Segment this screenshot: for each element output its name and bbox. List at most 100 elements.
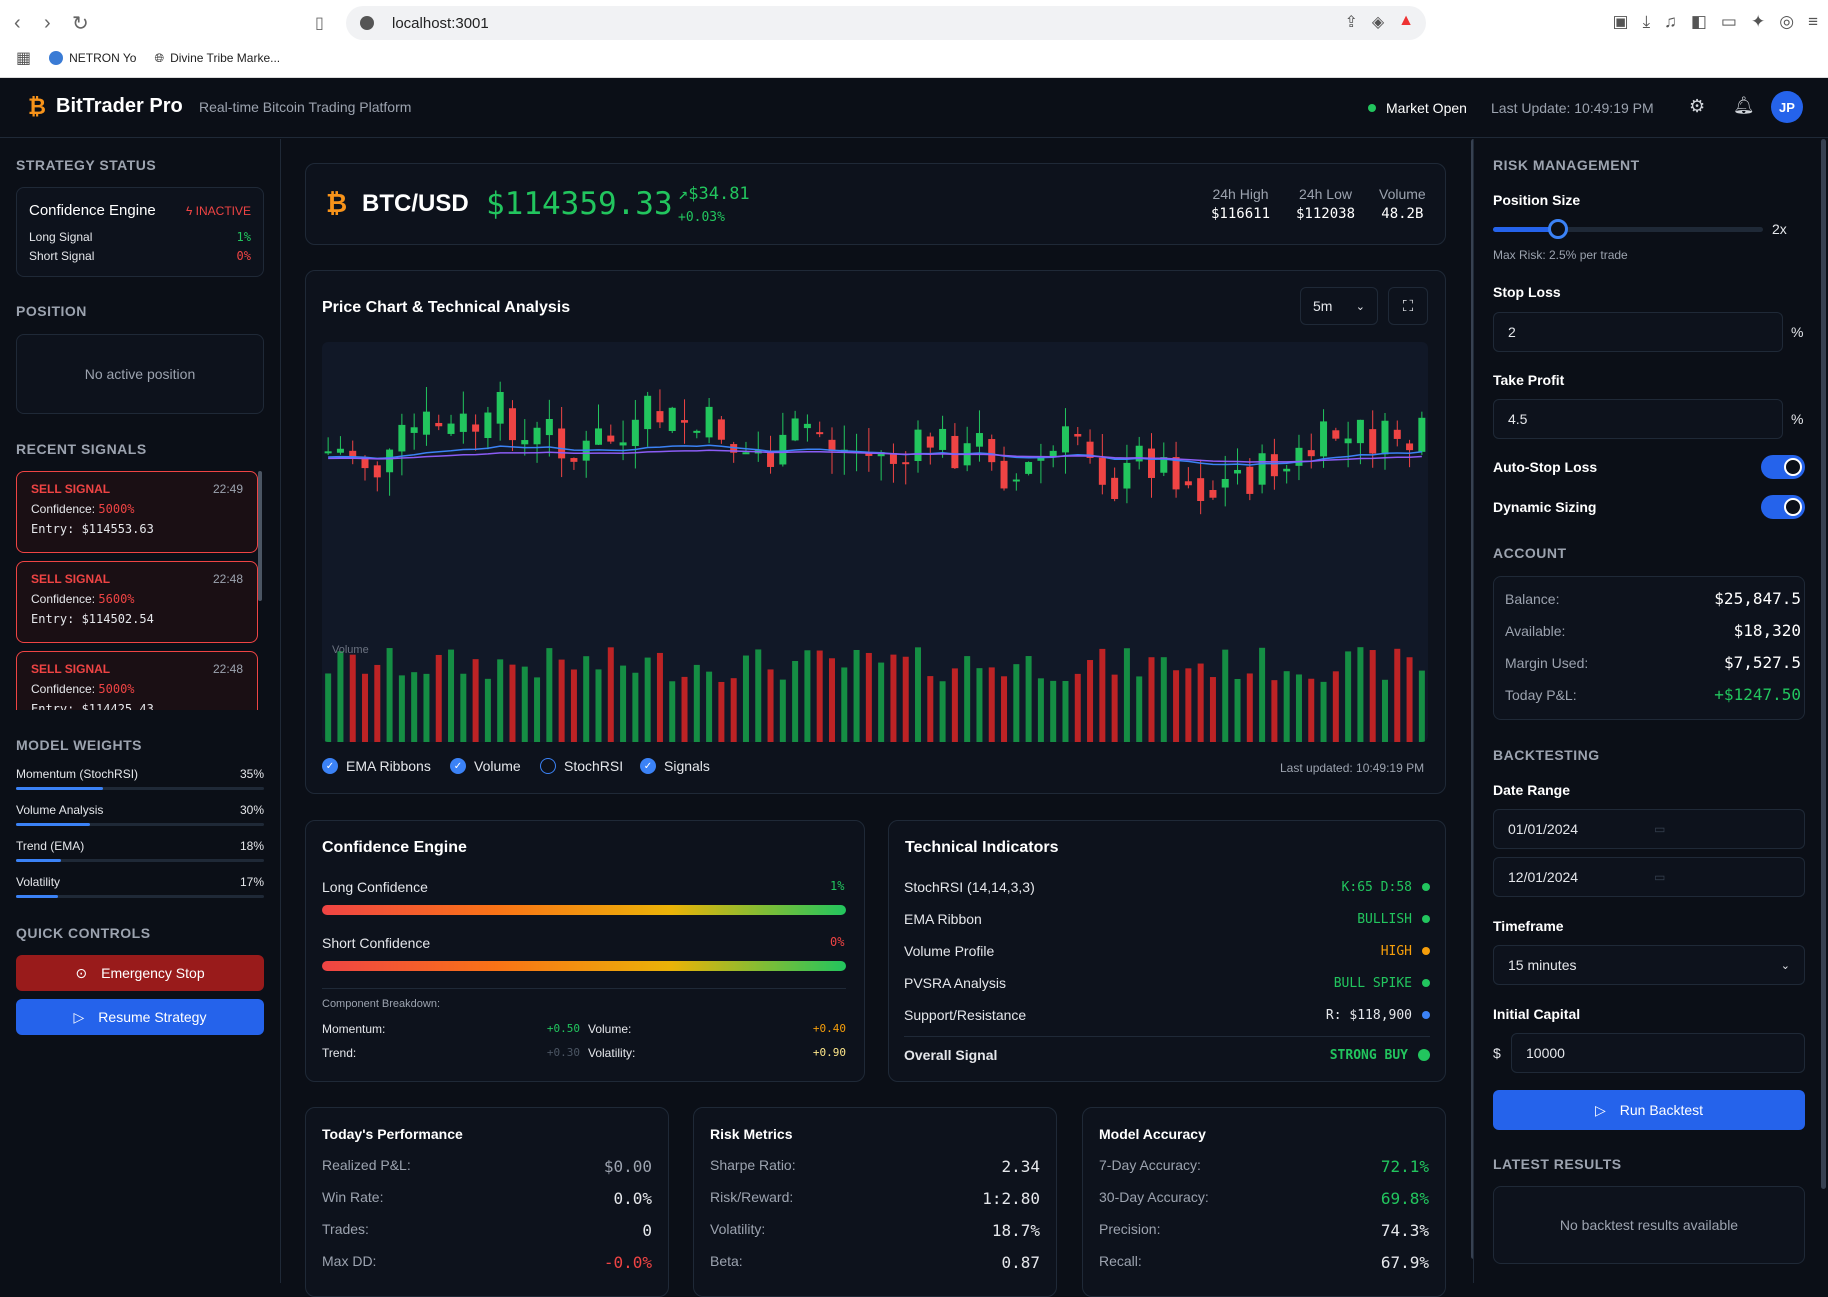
toggle-signals[interactable]: ✓ Signals [640, 758, 710, 774]
candle [668, 407, 676, 431]
bookmark-divine-tribe[interactable]: 🌐︎ Divine Tribe Marke... [154, 50, 281, 66]
short-signal-label: Short Signal [29, 249, 95, 263]
checkbox-icon[interactable]: ✓ [450, 758, 466, 774]
browser-chrome: ‹ › ↻ ▯ localhost:3001 ⇪ ◈ ▲ ▣ ⤓ ♫ ◧ ▭ ✦ ◎… [0, 0, 1828, 78]
volume-bar [1369, 650, 1376, 742]
bell-icon[interactable]: 🔔︎ [1733, 96, 1755, 115]
resume-strategy-button[interactable]: ▷ Resume Strategy [16, 999, 264, 1035]
avatar[interactable]: JP [1771, 91, 1803, 123]
volume-bar [1357, 647, 1364, 742]
perf-realized-pnl: Realized P&L: $0.00 [322, 1157, 652, 1176]
signal-item[interactable]: SELL SIGNAL 22:48 Confidence: 5000% Entry… [16, 651, 258, 710]
candle [410, 427, 418, 433]
volume-bar [1136, 676, 1143, 742]
signal-item[interactable]: SELL SIGNAL 22:48 Confidence: 5600% Entry… [16, 561, 258, 643]
initial-capital-input[interactable]: 10000 [1511, 1033, 1805, 1073]
toggle-stochrsi[interactable]: StochRSI [540, 758, 623, 774]
signal-item[interactable]: SELL SIGNAL 22:49 Confidence: 5000% Entry… [16, 471, 258, 553]
date-from-input[interactable]: 01/01/2024 ▭ [1493, 809, 1805, 849]
chart-last-updated: Last updated: 10:49:19 PM [1280, 761, 1425, 775]
volume-bar [1222, 649, 1229, 742]
candle [803, 423, 811, 429]
price-chart[interactable]: Volume [322, 342, 1428, 742]
wallet-icon[interactable]: ▭ [1720, 12, 1737, 31]
bitcoin-icon: ₿ [326, 188, 348, 218]
volume-bar [828, 658, 835, 742]
slider-fill [1493, 227, 1558, 232]
position-size-slider[interactable] [1493, 219, 1763, 239]
menu-icon[interactable]: ≡ [1808, 12, 1818, 31]
emergency-stop-button[interactable]: ⊙ Emergency Stop [16, 955, 264, 991]
sidebar-icon[interactable]: ◧ [1690, 12, 1707, 31]
account-margin: Margin Used: $7,527.5 [1505, 653, 1801, 672]
share-icon[interactable]: ⇪ [1344, 14, 1358, 31]
candle [595, 428, 602, 445]
checkbox-icon[interactable] [540, 758, 556, 774]
take-profit-input[interactable]: 4.5 [1493, 399, 1783, 439]
candle [914, 429, 922, 462]
timeframe-select[interactable]: 15 minutes ⌄ [1493, 945, 1805, 985]
volume-bar [1087, 660, 1094, 742]
date-to-input[interactable]: 12/01/2024 ▭ [1493, 857, 1805, 897]
volume-bar [865, 652, 872, 742]
site-info-icon[interactable] [360, 16, 374, 30]
bookmark-netron[interactable]: NETRON Yo [49, 51, 136, 65]
toggle-ema[interactable]: ✓ EMA Ribbons [322, 758, 431, 774]
divider [322, 988, 846, 989]
slider-handle[interactable] [1547, 219, 1568, 239]
volume-bar [1160, 657, 1167, 742]
calendar-icon[interactable]: ▭ [1654, 870, 1666, 884]
bookmark-icon[interactable]: ▯ [315, 15, 324, 32]
volume-bar [706, 671, 713, 742]
reload-icon[interactable]: ↻ [72, 12, 89, 35]
volume-bar [325, 673, 332, 742]
candle [1369, 429, 1377, 454]
address-bar[interactable]: localhost:3001 ⇪ ◈ ▲ [346, 6, 1426, 40]
shield-icon[interactable]: ◈ [1371, 14, 1385, 31]
music-icon[interactable]: ♫ [1664, 12, 1677, 31]
account-card [1493, 576, 1805, 720]
apps-icon[interactable]: ▦ [16, 50, 32, 67]
download-icon[interactable]: ⤓ [1642, 12, 1651, 31]
auto-stop-toggle[interactable] [1761, 455, 1805, 479]
weight-bar [16, 859, 61, 862]
signal-list[interactable]: SELL SIGNAL 22:49 Confidence: 5000% Entry… [0, 470, 266, 710]
indicator-volume-profile: Volume Profile HIGH [904, 943, 1430, 959]
overall-signal-value: STRONG BUY [1329, 1047, 1408, 1063]
volume-bar [521, 666, 528, 742]
vpn-icon[interactable]: ◎ [1779, 12, 1795, 31]
short-signal-value: 0% [236, 249, 251, 263]
stop-loss-unit: % [1791, 324, 1804, 340]
ai-icon[interactable]: ✦ [1750, 12, 1766, 31]
candlestick-chart[interactable] [322, 342, 1428, 742]
back-icon[interactable]: ‹ [14, 11, 21, 34]
trend-up-icon: ↗ [678, 184, 689, 204]
candle [1258, 453, 1266, 485]
rewards-icon[interactable]: ▲ [1398, 12, 1414, 29]
fullscreen-button[interactable]: ⛶ [1388, 287, 1428, 325]
component-trend: Trend: +0.30 [322, 1046, 580, 1060]
indicator-dot [1422, 1011, 1430, 1019]
candle [631, 419, 639, 447]
tagline: Real-time Bitcoin Trading Platform [199, 99, 412, 115]
right-scrollbar[interactable] [1821, 139, 1826, 1189]
volume-bar [718, 681, 725, 742]
reader-icon[interactable]: ▣ [1612, 12, 1629, 31]
forward-icon[interactable]: › [44, 11, 51, 34]
interval-select[interactable]: 5m ⌄ [1300, 287, 1378, 325]
volume-bar [411, 672, 418, 742]
dynamic-sizing-toggle[interactable] [1761, 495, 1805, 519]
volume-bar [398, 675, 405, 742]
checkbox-icon[interactable]: ✓ [322, 758, 338, 774]
status-dot [1368, 104, 1376, 112]
run-backtest-button[interactable]: ▷ Run Backtest [1493, 1090, 1805, 1130]
candle [1012, 479, 1020, 482]
stop-loss-input[interactable]: 2 [1493, 312, 1783, 352]
gear-icon[interactable]: ⚙ [1689, 96, 1706, 116]
signal-scrollbar[interactable] [258, 471, 262, 601]
checkbox-icon[interactable]: ✓ [640, 758, 656, 774]
calendar-icon[interactable]: ▭ [1654, 822, 1666, 836]
toggle-volume[interactable]: ✓ Volume [450, 758, 521, 774]
pair-label: BTC/USD [362, 190, 469, 217]
candle [816, 432, 824, 435]
